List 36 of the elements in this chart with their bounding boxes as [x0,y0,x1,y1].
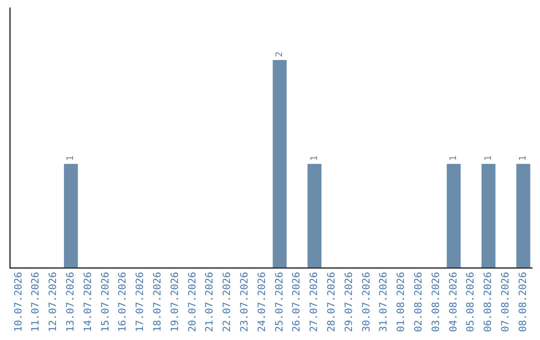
x-tick-label: 30.07.2026 [361,272,372,332]
x-tick-label: 13.07.2026 [65,272,76,332]
x-tick-label: 01.08.2026 [396,272,408,332]
x-tick-label: 15.07.2026 [100,272,112,332]
x-tick-label: 27.07.2026 [309,272,320,332]
x-tick-label: 22.07.2026 [222,272,234,332]
data-label: 1 [518,155,529,161]
x-tick-label: 05.08.2026 [466,272,477,332]
x-tick-label: 19.07.2026 [170,272,181,332]
data-label: 1 [310,155,320,161]
x-tick-label: 26.07.2026 [292,272,303,332]
x-tick-label: 04.08.2026 [448,272,460,332]
x-tick-label: 06.08.2026 [483,272,494,332]
x-tick-label: 03.08.2026 [430,272,442,332]
data-label: 2 [275,52,286,57]
x-tick-label: 31.07.2026 [378,272,390,332]
data-label: 1 [66,155,76,161]
x-tick-label: 21.07.2026 [204,272,216,332]
x-tick-label: 14.07.2026 [82,272,94,332]
x-tick-label: 08.08.2026 [518,272,529,332]
x-tick-label: 07.08.2026 [500,272,512,332]
x-tick-label: 25.07.2026 [274,272,286,332]
x-tick-label: 02.08.2026 [413,272,424,332]
x-tick-label: 18.07.2026 [152,272,164,332]
data-label: 1 [484,155,494,161]
data-label: 1 [449,155,460,161]
x-tick-label: 20.07.2026 [187,272,198,332]
x-tick-label: 23.07.2026 [239,272,250,332]
x-tick-label: 10.07.2026 [13,272,24,332]
x-tick-label: 11.07.2026 [30,272,42,332]
x-tick-label: 17.07.2026 [135,272,146,332]
x-tick-label: 12.07.2026 [48,272,60,332]
x-tick-label: 24.07.2026 [256,272,268,332]
x-tick-label: 28.07.2026 [326,272,338,332]
x-tick-label: 29.07.2026 [344,272,355,332]
x-tick-label: 16.07.2026 [118,272,129,332]
